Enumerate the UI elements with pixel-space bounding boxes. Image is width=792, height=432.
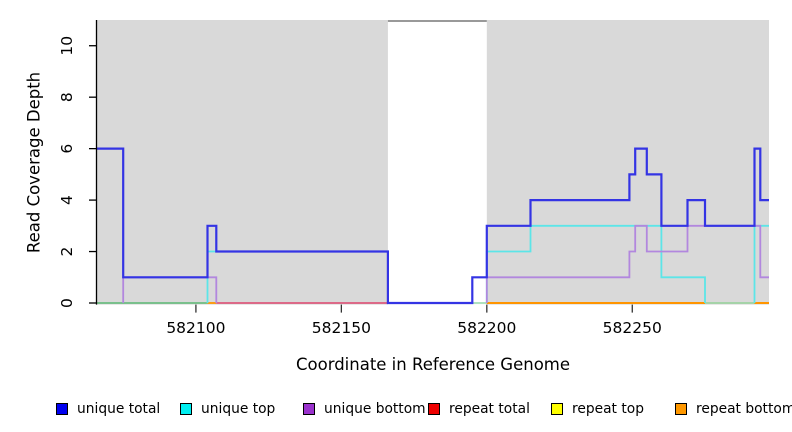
y-axis-title: Read Coverage Depth	[24, 71, 44, 254]
legend: unique total unique top unique bottom repea…	[0, 399, 792, 423]
y-tick-label: 10	[58, 36, 76, 56]
legend-item-unique-bottom: unique bottom	[303, 399, 426, 419]
series-unique-total-line	[97, 147, 769, 305]
legend-label: repeat top	[572, 401, 644, 417]
y-tick-label: 8	[58, 92, 76, 102]
legend-label: unique bottom	[324, 401, 426, 417]
x-tick-label: 582250	[603, 319, 662, 337]
y-tick-label: 2	[58, 247, 76, 257]
x-axis-title: Coordinate in Reference Genome	[295, 355, 571, 374]
y-tick-label: 0	[58, 298, 76, 308]
y-tick-label: 4	[58, 195, 76, 205]
legend-label: repeat total	[449, 401, 530, 417]
x-tick-label: 582150	[312, 319, 371, 337]
x-tick-label: 582100	[166, 319, 225, 337]
legend-swatch-unique-bottom	[303, 403, 315, 415]
legend-item-unique-top: unique top	[180, 399, 275, 419]
legend-item-repeat-top: repeat top	[551, 399, 644, 419]
legend-swatch-unique-total	[56, 403, 68, 415]
y-tick-label: 6	[58, 144, 76, 154]
legend-label: unique top	[201, 401, 276, 417]
legend-swatch-repeat-bottom	[675, 403, 687, 415]
legend-swatch-repeat-top	[551, 403, 563, 415]
legend-item-unique-total: unique total	[56, 399, 160, 419]
x-tick-label: 582200	[457, 319, 516, 337]
legend-item-repeat-total: repeat total	[428, 399, 530, 419]
legend-label: unique total	[77, 401, 161, 417]
legend-label: repeat bottom	[696, 401, 792, 417]
legend-swatch-unique-top	[180, 403, 192, 415]
gap-region	[387, 20, 487, 305]
legend-item-repeat-bottom: repeat bottom	[675, 399, 792, 419]
legend-swatch-repeat-total	[428, 403, 440, 415]
